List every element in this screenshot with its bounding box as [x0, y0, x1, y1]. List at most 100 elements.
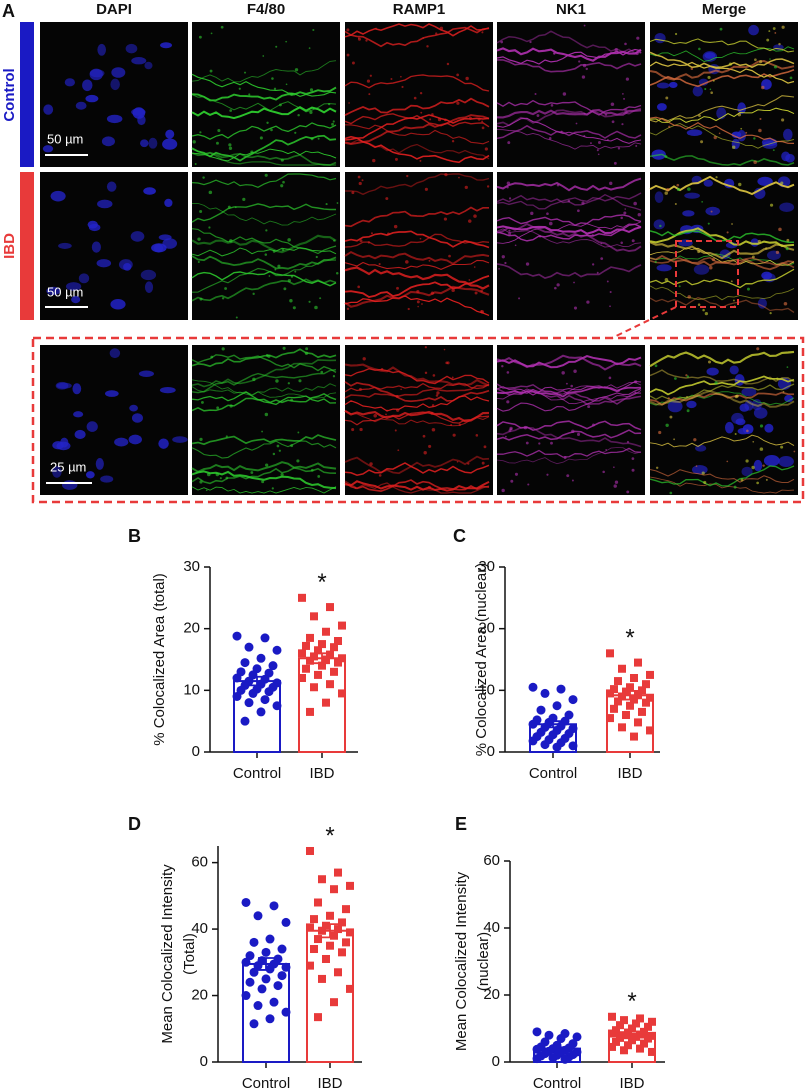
speck	[786, 366, 789, 368]
data-point	[636, 1014, 644, 1023]
speck	[225, 476, 229, 480]
fiber	[649, 175, 795, 196]
data-point	[256, 707, 266, 717]
error-bar	[249, 675, 265, 687]
y-tick-label: 20	[183, 620, 200, 637]
speck	[419, 91, 423, 95]
data-point	[636, 1044, 644, 1053]
speck	[707, 222, 710, 225]
speck	[687, 295, 692, 299]
speck	[597, 153, 600, 156]
speck	[235, 316, 238, 319]
speck	[248, 93, 251, 96]
speck	[536, 114, 540, 117]
speck	[697, 250, 701, 254]
speck	[740, 127, 743, 130]
speck	[582, 63, 587, 68]
fiber	[191, 391, 337, 406]
fiber	[191, 173, 337, 188]
speck	[259, 136, 263, 140]
data-point	[240, 716, 250, 726]
speck	[534, 93, 537, 96]
nucleus	[148, 137, 158, 149]
micrograph	[40, 345, 188, 495]
speck	[220, 25, 224, 29]
fiber	[191, 148, 336, 166]
y-tick-label: 0	[192, 743, 200, 760]
data-point	[322, 921, 330, 930]
speck	[596, 271, 599, 274]
speck	[607, 138, 609, 141]
speck	[194, 163, 197, 166]
data-point	[249, 1019, 259, 1029]
speck	[772, 149, 775, 152]
data-point	[610, 704, 618, 713]
nucleus	[757, 176, 773, 186]
speck	[754, 58, 757, 62]
speck	[518, 297, 521, 300]
data-point	[642, 680, 650, 689]
speck	[510, 479, 514, 483]
speck	[591, 423, 595, 427]
fiber	[344, 409, 490, 423]
speck	[704, 88, 707, 91]
micrograph	[192, 22, 340, 167]
data-point	[306, 707, 314, 716]
speck	[621, 123, 624, 126]
speck	[309, 110, 313, 115]
speck	[468, 99, 471, 101]
fiber	[344, 295, 490, 316]
speck	[481, 461, 485, 465]
speck	[631, 457, 635, 460]
speck	[419, 159, 422, 162]
data-point	[232, 673, 242, 683]
speck	[664, 277, 669, 282]
speck	[620, 241, 623, 245]
speck	[443, 348, 446, 351]
fiber	[191, 368, 337, 394]
speck	[504, 261, 507, 265]
speck	[406, 174, 409, 178]
data-point	[272, 645, 282, 655]
speck	[709, 88, 712, 91]
speck	[617, 147, 621, 150]
fiber	[344, 250, 490, 265]
data-point	[618, 723, 626, 732]
data-point	[318, 640, 326, 649]
nucleus	[64, 78, 75, 87]
speck	[731, 145, 736, 149]
nucleus	[741, 466, 753, 477]
speck	[674, 202, 677, 206]
speck	[444, 118, 447, 122]
speck	[501, 255, 505, 259]
fiber	[497, 59, 642, 73]
nucleus	[43, 104, 54, 115]
speck	[769, 203, 774, 207]
speck	[565, 382, 568, 385]
speck	[448, 254, 451, 258]
speck	[698, 114, 701, 118]
speck	[587, 405, 591, 409]
data-point	[326, 680, 334, 689]
nucleus	[162, 238, 178, 249]
fiber	[496, 47, 642, 62]
nucleus	[100, 475, 114, 483]
speck	[396, 408, 400, 412]
nucleus	[164, 198, 173, 208]
speck	[458, 423, 462, 427]
speck	[289, 92, 294, 96]
panel-letter: C	[453, 526, 466, 546]
speck	[401, 85, 404, 89]
x-tick-label: Control	[533, 1075, 581, 1090]
speck	[481, 120, 484, 123]
micrograph	[650, 345, 798, 495]
data-point	[620, 1046, 628, 1055]
speck	[250, 471, 254, 474]
data-point	[346, 984, 354, 993]
speck	[769, 312, 772, 315]
nucleus	[656, 103, 667, 111]
speck	[458, 176, 460, 179]
speck	[395, 395, 399, 398]
significance-mark: *	[627, 988, 636, 1015]
fiber	[649, 375, 795, 396]
